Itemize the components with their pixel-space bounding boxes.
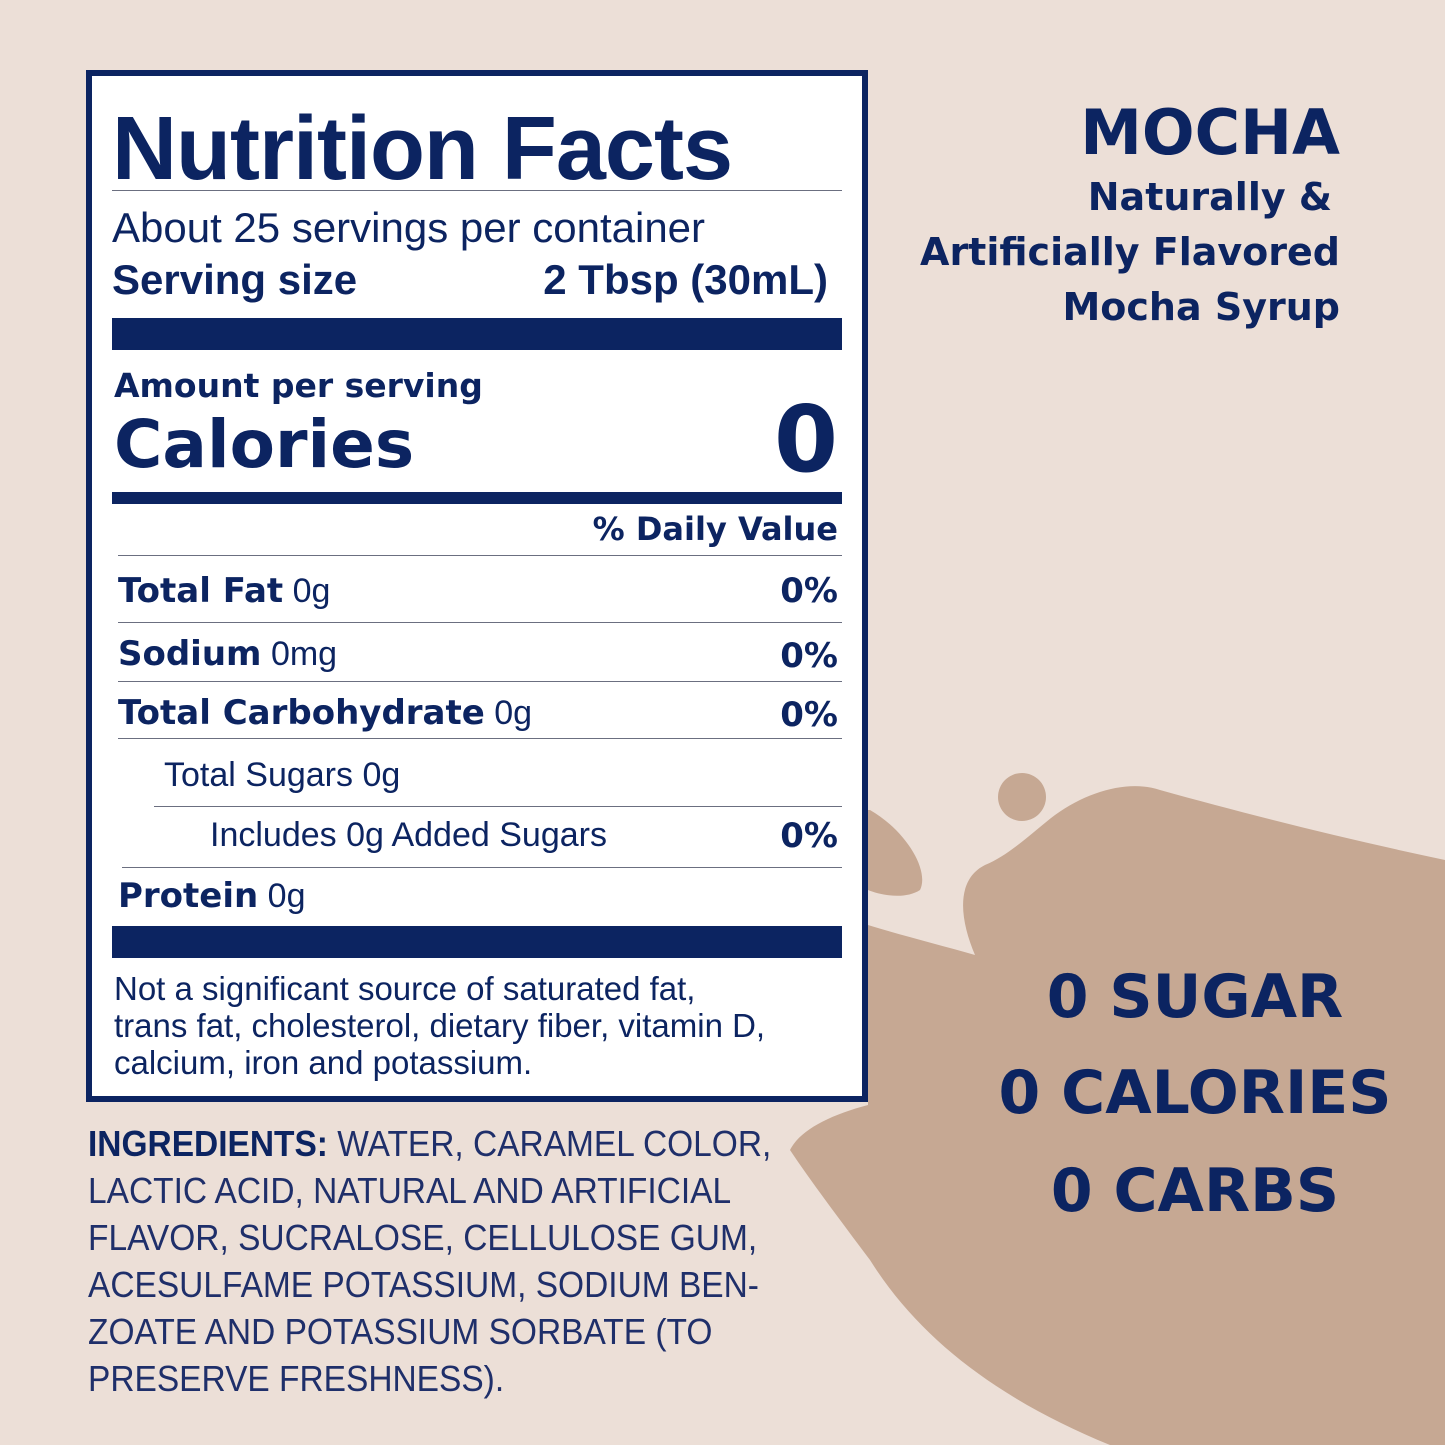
medium-divider	[112, 492, 842, 504]
splash-shape	[790, 786, 1445, 1445]
dv-sodium: 0%	[780, 636, 838, 676]
row-sodium: Sodium 0mg	[118, 634, 338, 674]
thick-divider-bottom	[112, 926, 842, 958]
row-total-sugars: Total Sugars 0g	[164, 756, 401, 794]
row-added-sugars: Includes 0g Added Sugars	[210, 816, 607, 854]
row-protein: Protein 0g	[118, 876, 306, 916]
row-total-fat: Total Fat 0g	[118, 571, 331, 611]
amount-per-serving: Amount per serving	[114, 366, 483, 405]
claim-carbs: 0 CARBS	[1050, 1156, 1340, 1226]
ingredients-text: INGREDIENTS: WATER, CARAMEL COLOR, LACTI…	[88, 1123, 772, 1399]
calories-value: 0	[773, 386, 838, 493]
serving-size-value: 2 Tbsp (30mL)	[543, 256, 828, 303]
thick-divider	[112, 318, 842, 350]
splash-droplet	[998, 773, 1046, 821]
flavor-name: MOCHA	[1080, 96, 1340, 169]
calories-label: Calories	[114, 406, 415, 483]
dv-total-fat: 0%	[780, 571, 838, 611]
dv-total-carbohydrate: 0%	[780, 695, 838, 735]
product-description: Naturally & Artificially Flavored Mocha Sy…	[920, 175, 1340, 329]
claim-calories: 0 CALORIES	[998, 1058, 1392, 1128]
row-total-carbohydrate: Total Carbohydrate 0g	[118, 693, 533, 733]
daily-value-header: % Daily Value	[592, 510, 838, 548]
servings-per-container: About 25 servings per container	[112, 204, 706, 251]
claim-sugar: 0 SUGAR	[1046, 962, 1344, 1032]
dv-added-sugars: 0%	[780, 816, 838, 856]
nutrition-title: Nutrition Facts	[112, 99, 733, 199]
serving-size-label: Serving size	[112, 256, 358, 303]
footnote: Not a significant source of saturated fa…	[114, 970, 766, 1081]
nutrition-facts-panel: Nutrition Facts About 25 servings per co…	[86, 70, 868, 1102]
